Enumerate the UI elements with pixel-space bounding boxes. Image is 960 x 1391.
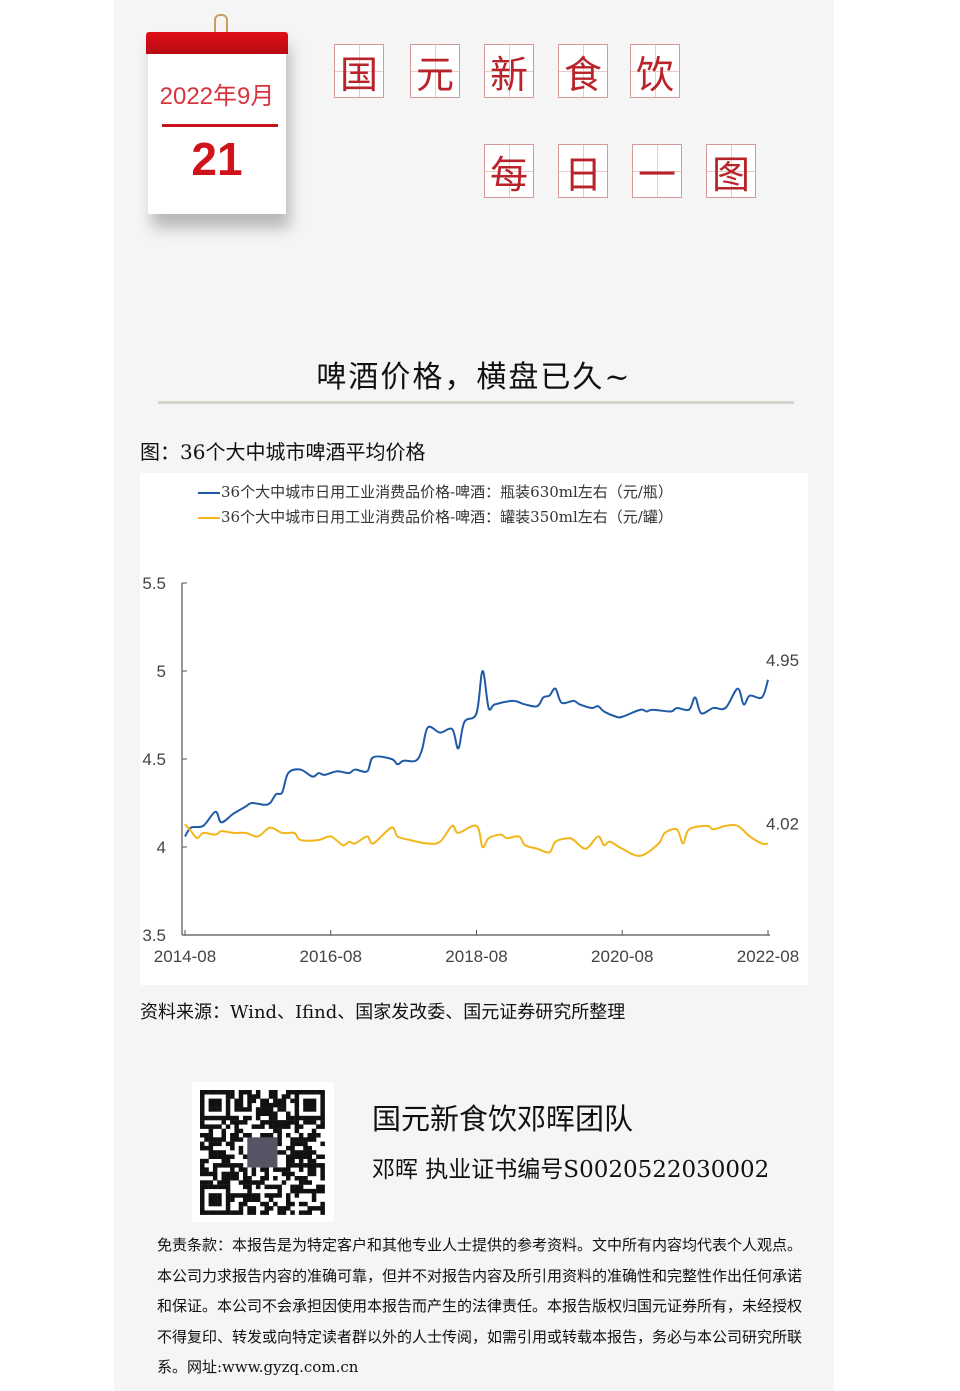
- headline: 啤酒价格，横盘已久~: [316, 360, 632, 395]
- line-chart: 3.5 4 4.5 5 5.5 2014-08 2016-08 2018-08 2020-08 2…: [142, 574, 799, 966]
- calendar-day: 21: [191, 133, 243, 185]
- y-tick-label: 3.5: [142, 926, 166, 945]
- x-tick-label: 2018-08: [445, 947, 507, 966]
- qr-code[interactable]: [192, 1082, 334, 1222]
- brand-tile: 新: [484, 44, 534, 98]
- legend-swatch: [198, 492, 220, 494]
- x-tick-label: 2014-08: [154, 947, 216, 966]
- x-tick-label: 2022-08: [737, 947, 799, 966]
- calendar-header-bar: [146, 32, 288, 54]
- calendar-year-month: 2022年9月: [159, 83, 275, 110]
- figure-title: 图：36个大中城市啤酒平均价格: [140, 440, 426, 464]
- divider: [158, 401, 794, 404]
- y-tick-label: 4.5: [142, 750, 166, 769]
- brand-tile: 元: [410, 44, 460, 98]
- calendar-divider: [162, 124, 278, 127]
- legend-item: 36个大中城市日用工业消费品价格-啤酒：罐装350ml左右（元/罐）: [198, 506, 673, 527]
- legend-swatch: [198, 517, 220, 519]
- brand-tile: 国: [334, 44, 384, 98]
- legend-item: 36个大中城市日用工业消费品价格-啤酒：瓶装630ml左右（元/瓶）: [198, 481, 673, 502]
- y-tick-label: 5.5: [142, 574, 166, 593]
- chart-container: [140, 473, 808, 985]
- x-tick-label: 2020-08: [591, 947, 653, 966]
- series-line-1: [184, 823, 769, 857]
- series-tile: 每: [484, 144, 534, 198]
- calendar-page: [148, 32, 286, 214]
- series-tile: 图: [706, 144, 756, 198]
- x-tick-label: 2016-08: [300, 947, 362, 966]
- end-value-label: 4.02: [766, 814, 799, 833]
- legend-label: 36个大中城市日用工业消费品价格-啤酒：罐装350ml左右（元/罐）: [221, 508, 673, 526]
- legend-label: 36个大中城市日用工业消费品价格-啤酒：瓶装630ml左右（元/瓶）: [221, 483, 673, 501]
- end-value-label: 4.95: [766, 651, 799, 670]
- series-tile: 日: [558, 144, 608, 198]
- avatar: [247, 1137, 278, 1168]
- y-tick-label: 5: [157, 662, 166, 681]
- source-note: 资料来源：Wind、Ifind、国家发改委、国元证券研究所整理: [140, 1002, 626, 1023]
- disclaimer: 免责条款：本报告是为特定客户和其他专业人士提供的参考资料。文中所有内容均代表个人…: [157, 1236, 803, 1376]
- y-tick-label: 4: [157, 838, 166, 857]
- brand-tile: 食: [558, 44, 608, 98]
- series-line-0: [184, 669, 769, 838]
- analyst-certificate: 邓晖 执业证书编号S0020522030002: [372, 1157, 770, 1183]
- series-tile: 一: [632, 144, 682, 198]
- team-name: 国元新食饮邓晖团队: [372, 1102, 634, 1136]
- brand-tile: 饮: [630, 44, 680, 98]
